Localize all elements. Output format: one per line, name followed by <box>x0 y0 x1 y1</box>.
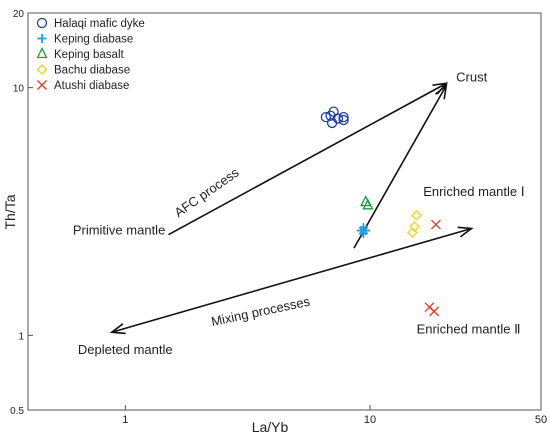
legend-label: Bachu diabase <box>54 65 130 77</box>
arrow-line <box>168 82 447 236</box>
data-points <box>320 106 441 317</box>
y-axis-label: Th/Ta <box>2 194 18 229</box>
field-annotations: Crust Enriched mantle Ⅰ Primitive mantle De… <box>73 69 525 357</box>
annotation-label: Crust <box>456 69 487 84</box>
y-tick-label: 0.5 <box>10 406 24 417</box>
annotation-label: Enriched mantle Ⅱ <box>417 321 521 336</box>
data-point-triangle <box>362 198 374 210</box>
x-tick-label: 50 <box>535 414 547 426</box>
legend-marker-plus <box>37 34 47 43</box>
legend-label: Keping basalt <box>54 49 124 61</box>
data-point-cross <box>430 219 441 230</box>
arrow-head <box>109 323 126 335</box>
process-arrows <box>109 82 474 335</box>
annotation-label: Enriched mantle Ⅰ <box>423 184 524 199</box>
legend: Halaqi mafic dyke Keping diabase Keping ba… <box>36 17 145 92</box>
legend-marker-triangle <box>36 47 48 59</box>
axis-ticks: 1 10 50 0.5 1 10 20 <box>10 9 547 426</box>
annotation-label: Depleted mantle <box>78 342 173 357</box>
legend-label: Keping diabase <box>54 34 133 46</box>
data-point-plus <box>358 228 368 238</box>
data-point-circle <box>338 111 349 123</box>
annotation-label: AFC process <box>171 164 242 220</box>
arrow-line <box>111 227 472 333</box>
arrow-head <box>457 226 474 238</box>
x-axis-label: La/Yb <box>252 419 289 435</box>
annotation-label: Primitive mantle <box>73 223 165 238</box>
legend-label: Atushi diabase <box>54 80 129 92</box>
x-tick-label: 10 <box>364 414 376 426</box>
y-tick-label: 10 <box>13 84 25 95</box>
plot-frame <box>27 12 542 411</box>
data-point-diamond <box>406 227 418 238</box>
arrow-line <box>353 85 447 249</box>
y-tick-label: 20 <box>13 9 25 20</box>
data-point-diamond <box>411 209 422 221</box>
legend-marker-circle <box>36 17 48 29</box>
legend-label: Halaqi mafic dyke <box>54 18 145 30</box>
x-tick-label: 1 <box>122 414 128 426</box>
data-point-circle <box>325 110 336 121</box>
legend-marker-cross <box>37 80 47 90</box>
data-point-cross <box>429 306 440 317</box>
arrow-head <box>434 83 448 100</box>
data-point-circle <box>320 111 332 123</box>
y-tick-label: 1 <box>18 331 24 342</box>
data-point-circle <box>338 114 349 126</box>
legend-marker-diamond <box>36 64 48 75</box>
